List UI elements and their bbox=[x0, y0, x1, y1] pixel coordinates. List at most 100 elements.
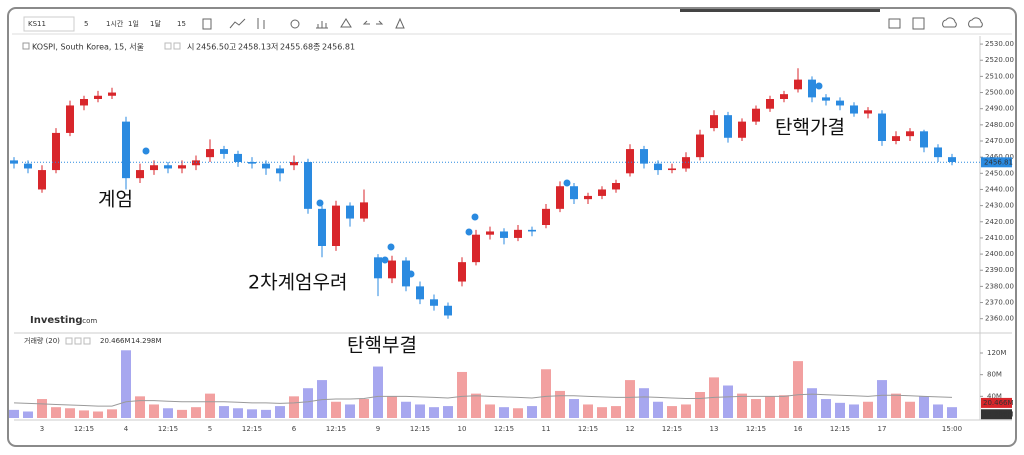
volume-bar bbox=[527, 406, 537, 418]
icon[interactable] bbox=[395, 17, 405, 29]
icon[interactable] bbox=[65, 337, 73, 345]
event-marker[interactable] bbox=[470, 212, 480, 222]
volume-bar bbox=[653, 401, 663, 418]
toolbar-item[interactable]: 15 bbox=[177, 20, 186, 28]
candle-body bbox=[164, 165, 172, 169]
x-tick-label: 12:15 bbox=[578, 425, 598, 433]
candle-body bbox=[360, 202, 368, 219]
last-price-label: 2456.81 bbox=[984, 158, 1013, 166]
volume-bar bbox=[821, 399, 831, 418]
y-tick-label: 2360.00 bbox=[985, 315, 1014, 323]
volume-bar bbox=[163, 408, 173, 418]
candle-body bbox=[934, 147, 942, 158]
candle-body bbox=[66, 105, 74, 133]
candle-body bbox=[906, 131, 914, 137]
icon[interactable] bbox=[942, 17, 957, 28]
x-tick-label: 4 bbox=[124, 425, 129, 433]
toolbar-item[interactable]: 1일 bbox=[128, 19, 139, 28]
event-marker[interactable] bbox=[141, 146, 151, 156]
volume-bar bbox=[275, 406, 285, 418]
collapse-icon[interactable] bbox=[22, 42, 30, 50]
icon[interactable] bbox=[202, 18, 212, 30]
x-tick-label: 13 bbox=[710, 425, 719, 433]
event-marker[interactable] bbox=[464, 227, 474, 237]
candle-body bbox=[948, 157, 956, 162]
symbol: KS11 bbox=[28, 20, 46, 28]
icon[interactable] bbox=[290, 19, 300, 29]
ohlc-value: 2456.81 bbox=[322, 43, 355, 52]
x-tick-label: 12:15 bbox=[494, 425, 514, 433]
volume-bar bbox=[457, 371, 467, 418]
y-tick-label: 2420.00 bbox=[985, 218, 1014, 226]
toolbar-item[interactable]: 1시간 bbox=[106, 19, 124, 28]
icon[interactable] bbox=[968, 17, 983, 28]
candle-body bbox=[766, 99, 774, 109]
volume-bar bbox=[583, 404, 593, 418]
candle-body bbox=[262, 163, 270, 169]
event-marker[interactable] bbox=[814, 81, 824, 91]
candle-body bbox=[374, 257, 382, 279]
y-tick-label: 2390.00 bbox=[985, 266, 1014, 274]
icon[interactable] bbox=[362, 20, 384, 25]
logo: Investing bbox=[30, 315, 83, 326]
symbol-box[interactable] bbox=[23, 16, 75, 32]
icon[interactable] bbox=[340, 18, 352, 28]
icon[interactable] bbox=[229, 18, 246, 29]
x-tick-label: 12:15 bbox=[746, 425, 766, 433]
event-marker[interactable] bbox=[562, 178, 572, 188]
toolbar-item[interactable]: 5 bbox=[84, 20, 88, 28]
volume-tick-label: 40M bbox=[987, 392, 1002, 400]
icon[interactable] bbox=[83, 337, 91, 345]
icon[interactable] bbox=[888, 18, 901, 29]
candle-body bbox=[10, 160, 18, 164]
volume-ma-line bbox=[13, 393, 953, 407]
volume-bar bbox=[569, 399, 579, 418]
volume-bar bbox=[499, 407, 509, 418]
volume-bar bbox=[933, 404, 943, 418]
volume-bar bbox=[387, 396, 397, 418]
header-icons bbox=[164, 42, 181, 50]
y-tick-label: 2410.00 bbox=[985, 234, 1014, 242]
y-tick-label: 2510.00 bbox=[985, 72, 1014, 80]
x-tick-label: 11 bbox=[542, 425, 551, 433]
candle-body bbox=[514, 229, 522, 238]
volume-bar bbox=[233, 408, 243, 418]
volume-bar bbox=[765, 396, 775, 418]
icon[interactable] bbox=[257, 18, 265, 29]
icon[interactable] bbox=[316, 21, 328, 29]
toolbar-item[interactable]: 1달 bbox=[150, 20, 161, 28]
volume-bar bbox=[65, 408, 75, 418]
y-tick-label: 2490.00 bbox=[985, 105, 1014, 113]
annotation: 탄핵부결 bbox=[347, 335, 417, 357]
annotation: 2차계엄우려 bbox=[248, 272, 348, 294]
candle-body bbox=[178, 165, 186, 169]
candle-body bbox=[416, 286, 424, 300]
y-tick-label: 2440.00 bbox=[985, 185, 1014, 193]
icon[interactable] bbox=[164, 42, 172, 50]
volume-last-box bbox=[981, 397, 1012, 408]
candle-body bbox=[444, 305, 452, 316]
candle-body bbox=[626, 149, 634, 174]
volume-bar bbox=[751, 399, 761, 418]
event-marker[interactable] bbox=[315, 198, 325, 208]
y-tick-label: 2500.00 bbox=[985, 89, 1014, 97]
event-marker[interactable] bbox=[380, 255, 390, 265]
candle-body bbox=[38, 170, 46, 190]
candle-body bbox=[388, 260, 396, 279]
x-tick-label: 12:15 bbox=[326, 425, 346, 433]
volume-bar bbox=[359, 399, 369, 418]
icon[interactable] bbox=[173, 42, 181, 50]
volume-bar bbox=[737, 393, 747, 418]
volume-bar bbox=[793, 361, 803, 418]
volume-ma-value: 14.298M bbox=[131, 337, 162, 345]
y-tick-label: 2450.00 bbox=[985, 169, 1014, 177]
candle-body bbox=[80, 99, 88, 106]
candle-body bbox=[752, 108, 760, 122]
x-tick-label: 6 bbox=[292, 425, 297, 433]
volume-bar bbox=[401, 401, 411, 418]
candle-body bbox=[304, 162, 312, 209]
event-marker[interactable] bbox=[386, 242, 396, 252]
icon[interactable] bbox=[912, 17, 925, 30]
icon[interactable] bbox=[74, 337, 82, 345]
